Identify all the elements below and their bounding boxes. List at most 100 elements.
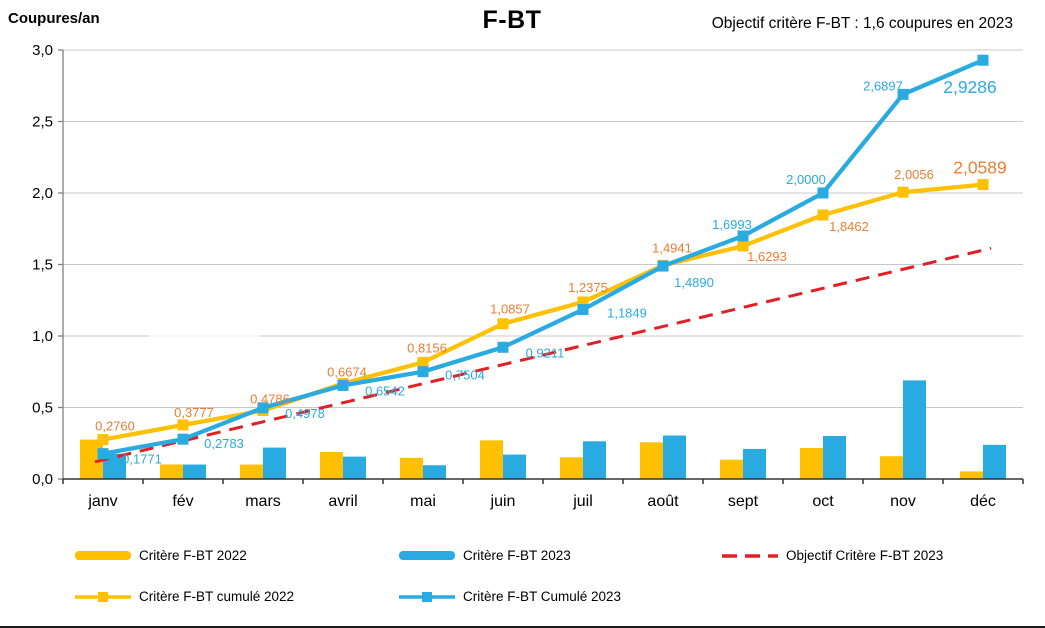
bar-2023-nov [903,380,926,479]
legend-item-objective: Objectif Critère F-BT 2023 [722,548,943,563]
y-tick-label-2,5: 2,5 [32,114,53,131]
data-label-2023-mai: 0,7504 [445,368,485,383]
x-category-label-déc: déc [970,493,996,510]
bar-2022-août [640,442,663,479]
x-category-label-nov: nov [890,493,916,510]
marker-2023-juin [497,341,509,353]
data-label-2022-janv: 0,2760 [95,419,135,434]
marker-2023-oct [817,187,829,199]
bar-2022-mars [240,464,263,479]
data-label-2022-sept: 1,6293 [747,249,787,264]
marker-2022-fév [177,419,189,431]
legend-swatch-dashed-line [722,553,778,558]
y-tick-label-2,0: 2,0 [32,185,53,202]
legend-label: Objectif Critère F-BT 2023 [786,548,944,563]
bar-2023-mars [263,447,286,479]
marker-2023-mars [257,402,269,414]
legend-swatch-bar-2022 [75,551,131,560]
bar-2023-avril [343,456,366,479]
legend-item-bar-2022: Critère F-BT 2022 [75,548,247,563]
marker-2023-janv [97,448,109,460]
bar-2023-oct [823,435,846,479]
bar-2022-janv [80,439,103,479]
legend-label: Critère F-BT 2023 [463,548,571,563]
bar-2023-mai [423,465,446,479]
legend-swatch-bar-2023 [399,551,455,560]
marker-2023-mai [417,366,429,378]
data-label-2023-avril: 0,6542 [365,383,405,398]
x-category-label-fév: fév [172,493,193,510]
cumulative-line-2023 [100,58,986,456]
x-category-label-mai: mai [410,493,436,510]
marker-2023-fév [177,433,189,445]
bar-2023-fév [183,464,206,479]
marker-2023-nov [897,88,909,100]
marker-2022-juil [577,296,589,308]
data-label-2023-sept: 1,6993 [712,217,752,232]
data-label-2023-oct: 2,0000 [786,172,826,187]
marker-2022-nov [897,186,909,198]
bar-2023-juin [503,454,526,479]
bar-2022-sept [720,459,743,479]
marker-2022-juin [497,318,509,330]
marker-2023-sept [737,230,749,242]
chart-legend: Critère F-BT 2022 Critère F-BT 2023 Obje… [0,538,1045,618]
data-label-2022-fév: 0,3777 [174,405,214,420]
y-tick-label-0,0: 0,0 [32,471,53,488]
bar-2023-déc [983,444,1006,479]
y-axis-title: Coupures/an [8,10,100,27]
y-tick-label-1,0: 1,0 [32,328,53,345]
x-category-label-avril: avril [328,493,357,510]
bar-2022-oct [800,447,823,479]
data-label-2023-mars: 0,4978 [285,406,325,421]
bar-2022-mai [400,457,423,479]
bar-2023-août [663,435,686,479]
legend-label: Critère F-BT 2022 [139,548,247,563]
data-label-2022-juil: 1,2375 [568,280,608,295]
data-label-2022-nov: 2,0056 [894,167,934,182]
bar-2023-juil [583,441,606,479]
bar-2023-sept [743,448,766,479]
data-label-2022-avril: 0,6674 [327,365,367,380]
data-label-2022-août: 1,4941 [652,240,692,255]
x-category-label-sept: sept [728,493,759,510]
legend-item-bar-2023: Critère F-BT 2023 [399,548,571,563]
data-label-2023-juin: 0,9211 [526,345,565,360]
marker-2022-mai [417,356,429,368]
legend-item-cumul-2023: Critère F-BT Cumulé 2023 [399,589,621,604]
combo-chart-plot: 0,2760 0,3777 0,4786 0,6674 0,8156 1,0857 1,23… [32,42,1024,510]
marker-2023-déc [977,54,989,66]
x-category-label-juin: juin [490,493,516,510]
marker-2023-juil [577,304,589,316]
objective-dashed-line [94,246,992,464]
marker-2022-oct [817,209,829,221]
legend-swatch-line-marker-2022 [75,591,131,602]
marker-2023-avril [337,379,349,391]
data-label-2023-fév: 0,2783 [204,436,244,451]
data-label-2022-déc: 2,0589 [953,158,1007,178]
data-label-2023-déc: 2,9286 [943,77,997,97]
legend-swatch-line-marker-2023 [399,591,455,602]
data-label-2022-oct: 1,8462 [829,219,869,234]
marker-2023-août [657,260,669,272]
data-label-2023-janv: 0,1771 [122,452,162,467]
x-category-label-mars: mars [245,493,281,510]
bar-2022-déc [960,471,983,479]
marker-2022-janv [97,434,109,446]
chart-title: F-BT [482,6,542,34]
legend-item-cumul-2022: Critère F-BT cumulé 2022 [75,589,294,604]
marker-2022-sept [737,240,749,252]
legend-label: Critère F-BT Cumulé 2023 [463,589,622,604]
data-label-2022-mars: 0,4786 [250,392,290,407]
data-label-2022-juin: 1,0857 [490,302,530,317]
y-tick-label-3,0: 3,0 [32,42,53,59]
data-label-2022-mai: 0,8156 [407,340,447,355]
x-category-label-août: août [647,493,679,510]
gridline-whiteout-artifact [150,333,260,343]
y-tick-label-0,5: 0,5 [32,400,53,417]
bar-2022-avril [320,452,343,479]
x-category-label-oct: oct [812,493,834,510]
data-label-2023-août: 1,4890 [674,275,714,290]
data-label-2023-nov: 2,6897 [863,78,903,93]
